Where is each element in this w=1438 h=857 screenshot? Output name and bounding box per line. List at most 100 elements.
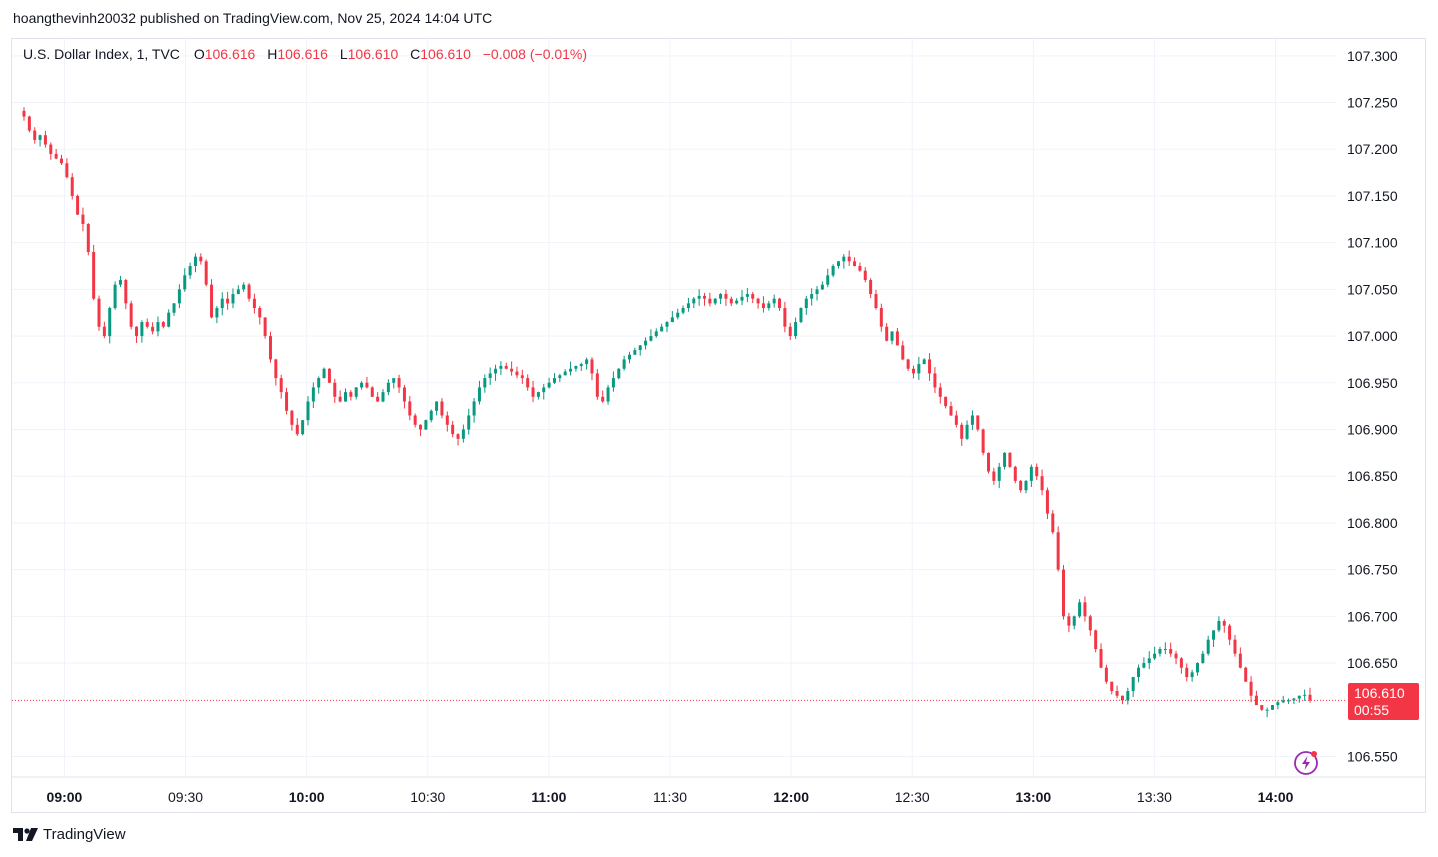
candle-body	[124, 280, 128, 304]
candle	[124, 278, 128, 310]
candle-body	[660, 326, 664, 332]
candle	[322, 367, 326, 379]
candle	[1292, 697, 1296, 705]
lightning-bolt-icon[interactable]	[1293, 749, 1320, 776]
candle	[290, 409, 294, 431]
price-axis-label: 106.750	[1347, 562, 1398, 578]
price-axis-label: 107.300	[1347, 48, 1398, 64]
candle	[654, 328, 658, 338]
candle-body	[461, 429, 465, 439]
candle	[472, 398, 476, 423]
candle-body	[563, 371, 567, 376]
candle	[531, 380, 535, 403]
price-axis-label: 106.700	[1347, 608, 1398, 624]
high-value: 106.616	[277, 46, 328, 62]
candle	[644, 337, 648, 350]
candle-body	[1131, 677, 1135, 692]
candle-body	[451, 424, 455, 435]
price-axis-label: 106.650	[1347, 655, 1398, 671]
candle	[1067, 612, 1071, 633]
candle-body	[1303, 694, 1307, 696]
candle	[204, 259, 208, 287]
candle-body	[933, 373, 937, 388]
chart-pane[interactable]: 107.300 107.250 107.200 107.150 107.100 107.0…	[11, 38, 1426, 813]
candle	[928, 353, 932, 381]
candle	[735, 298, 739, 305]
candle	[1099, 643, 1103, 669]
candle-body	[654, 331, 658, 337]
candle	[1217, 616, 1221, 633]
candle	[1281, 695, 1285, 704]
tradingview-logo[interactable]: TradingView	[13, 826, 126, 843]
candle-body	[279, 378, 283, 393]
candle	[22, 107, 26, 121]
candle-body	[226, 298, 230, 304]
candle-body	[911, 368, 915, 374]
candle	[633, 347, 637, 355]
candle	[424, 419, 428, 430]
candle-body	[1287, 700, 1291, 702]
candle-body	[1254, 695, 1258, 706]
candle-body	[1051, 513, 1055, 533]
candle	[279, 374, 283, 399]
candle-body	[510, 368, 514, 372]
candle-body	[402, 387, 406, 402]
candle-body	[1142, 663, 1146, 668]
candle-body	[1233, 639, 1237, 654]
candle-body	[429, 410, 433, 421]
candle-body	[1244, 667, 1248, 682]
candle	[1265, 707, 1269, 718]
symbol-name[interactable]: U.S. Dollar Index, 1, TVC	[23, 46, 180, 62]
candle-body	[376, 396, 380, 402]
price-axis-label: 107.150	[1347, 188, 1398, 204]
candle	[188, 262, 192, 280]
candle-body	[992, 471, 996, 481]
candle-body	[92, 251, 96, 299]
candle	[1276, 700, 1280, 710]
candle	[660, 323, 664, 332]
candle	[370, 386, 374, 397]
candle	[987, 452, 990, 474]
candle	[606, 384, 610, 405]
candle-body	[60, 158, 64, 164]
candle-body	[826, 275, 830, 285]
candle	[301, 419, 305, 436]
candle	[167, 309, 171, 328]
candle-body	[638, 345, 642, 351]
candle	[836, 260, 840, 269]
candle-body	[135, 326, 139, 337]
candle	[76, 194, 80, 215]
candle	[1260, 704, 1264, 712]
candlestick-chart[interactable]: 107.300 107.250 107.200 107.150 107.100 107.0…	[12, 39, 1425, 812]
candle-body	[231, 294, 235, 304]
candle-body	[853, 261, 857, 267]
candle-body	[76, 195, 80, 215]
candle	[504, 362, 508, 370]
candle-body	[970, 415, 974, 425]
candle-body	[1056, 532, 1060, 570]
candle-body	[365, 382, 369, 388]
candle	[520, 369, 524, 384]
price-axis[interactable]: 107.300 107.250 107.200 107.150 107.100 107.0…	[1347, 48, 1398, 765]
candle-body	[772, 298, 776, 304]
tradingview-logo-icon	[13, 827, 38, 841]
time-axis[interactable]: 09:00 09:30 10:00 10:30 11:00 11:30 12:00 12:30…	[12, 776, 1425, 805]
candle	[354, 386, 358, 400]
low-value: 106.610	[347, 46, 399, 62]
candle	[510, 361, 514, 376]
candle	[938, 383, 942, 404]
candle	[1088, 614, 1092, 636]
candle-body	[681, 308, 685, 313]
candle	[831, 264, 835, 278]
candle	[456, 433, 460, 446]
candle-body	[536, 392, 540, 397]
candle-body	[499, 365, 503, 369]
candle	[858, 262, 862, 272]
candle	[601, 390, 605, 403]
candle	[274, 358, 278, 386]
candle-body	[1120, 695, 1124, 701]
candle	[467, 408, 471, 435]
candle	[1228, 623, 1232, 646]
candle	[333, 378, 337, 403]
publisher-caption: hoangthevinh20032 published on TradingVi…	[13, 10, 493, 26]
